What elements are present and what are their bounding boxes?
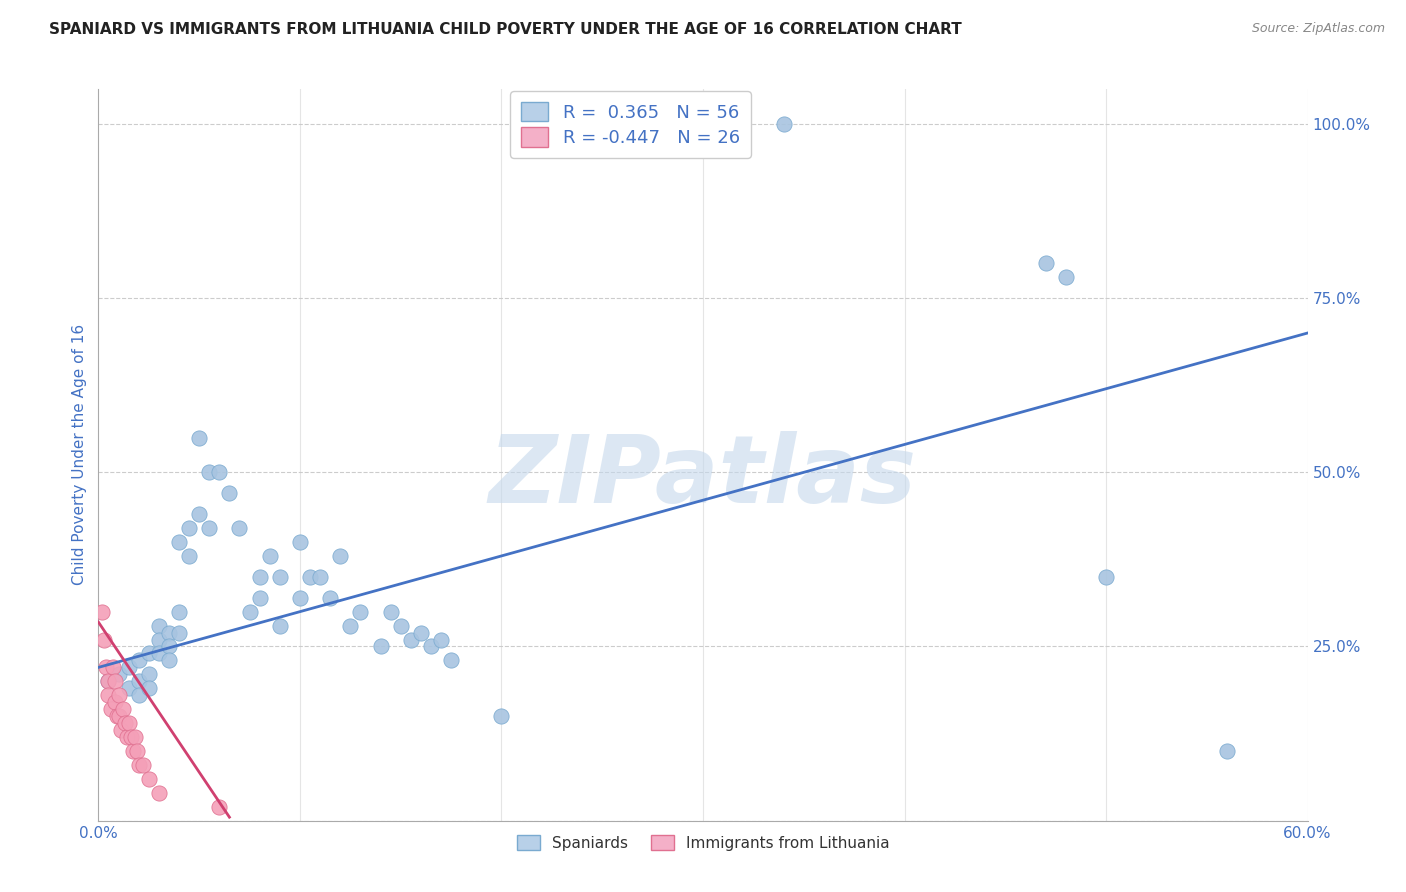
Point [198, 466, 221, 480]
Point [97, 688, 120, 702]
Point [329, 549, 352, 563]
Point [288, 535, 311, 549]
Point [157, 653, 180, 667]
Point [128, 758, 150, 772]
Point [179, 521, 201, 535]
Point [125, 744, 148, 758]
Point [93, 632, 115, 647]
Point [269, 618, 291, 632]
Point [299, 570, 322, 584]
Point [97, 674, 120, 689]
Point [269, 570, 291, 584]
Point [107, 667, 129, 681]
Point [110, 723, 132, 737]
Point [167, 605, 190, 619]
Point [148, 786, 170, 800]
Point [132, 758, 155, 772]
Point [309, 570, 332, 584]
Point [120, 730, 142, 744]
Point [138, 681, 160, 696]
Point [128, 688, 150, 702]
Point [380, 605, 402, 619]
Point [138, 667, 160, 681]
Point [239, 605, 262, 619]
Point [91, 605, 114, 619]
Point [218, 486, 240, 500]
Point [430, 632, 453, 647]
Point [103, 695, 125, 709]
Y-axis label: Child Poverty Under the Age of 16: Child Poverty Under the Age of 16 [72, 325, 87, 585]
Point [339, 618, 361, 632]
Point [249, 570, 271, 584]
Point [115, 730, 138, 744]
Point [118, 716, 141, 731]
Point [208, 466, 231, 480]
Point [399, 632, 422, 647]
Point [157, 640, 180, 654]
Text: ZIPatlas: ZIPatlas [489, 431, 917, 523]
Point [420, 640, 443, 654]
Point [179, 549, 201, 563]
Point [1054, 270, 1077, 285]
Point [96, 660, 118, 674]
Point [157, 625, 180, 640]
Text: SPANIARD VS IMMIGRANTS FROM LITHUANIA CHILD POVERTY UNDER THE AGE OF 16 CORRELAT: SPANIARD VS IMMIGRANTS FROM LITHUANIA CH… [49, 22, 962, 37]
Point [188, 430, 211, 444]
Point [100, 702, 122, 716]
Point [105, 709, 128, 723]
Point [138, 772, 160, 786]
Point [148, 618, 170, 632]
Point [107, 709, 129, 723]
Point [188, 507, 211, 521]
Point [118, 660, 141, 674]
Point [148, 632, 170, 647]
Point [118, 681, 141, 696]
Point [772, 117, 794, 131]
Text: Source: ZipAtlas.com: Source: ZipAtlas.com [1251, 22, 1385, 36]
Point [1095, 570, 1118, 584]
Point [349, 605, 371, 619]
Point [167, 535, 190, 549]
Point [111, 702, 134, 716]
Point [124, 730, 146, 744]
Point [138, 647, 160, 661]
Point [409, 625, 432, 640]
Point [208, 799, 231, 814]
Point [167, 625, 190, 640]
Point [121, 744, 143, 758]
Point [101, 660, 124, 674]
Point [1216, 744, 1239, 758]
Point [491, 709, 513, 723]
Point [440, 653, 463, 667]
Point [228, 521, 250, 535]
Point [370, 640, 392, 654]
Point [259, 549, 281, 563]
Point [389, 618, 412, 632]
Point [114, 716, 136, 731]
Point [288, 591, 311, 605]
Point [128, 674, 150, 689]
Point [128, 653, 150, 667]
Point [97, 674, 120, 689]
Point [103, 674, 125, 689]
Point [198, 521, 221, 535]
Point [249, 591, 271, 605]
Point [107, 688, 129, 702]
Legend: Spaniards, Immigrants from Lithuania: Spaniards, Immigrants from Lithuania [510, 830, 896, 857]
Point [148, 647, 170, 661]
Point [319, 591, 342, 605]
Point [1035, 256, 1057, 270]
